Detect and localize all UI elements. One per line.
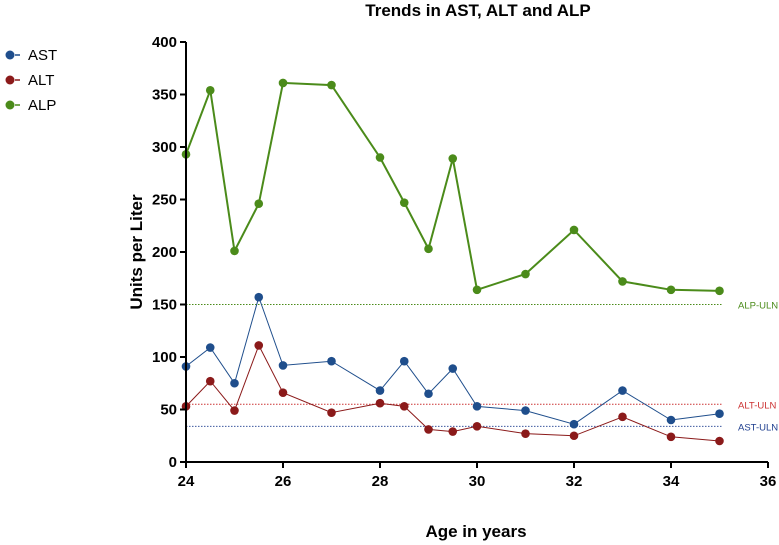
data-point-alt — [399, 402, 409, 411]
data-point-ast — [666, 415, 676, 425]
legend: AST ALT ALP — [5, 47, 57, 114]
data-point-alp — [424, 244, 433, 254]
y-axis-label: Units per Liter — [127, 194, 146, 310]
y-tick-label: 300 — [152, 139, 177, 156]
data-point-ast — [424, 389, 433, 399]
legend-label-ast: AST — [28, 47, 57, 64]
data-point-ast — [375, 386, 385, 395]
data-point-alp — [230, 246, 239, 256]
x-axis-label: Age in years — [425, 522, 526, 541]
data-point-alt — [618, 412, 627, 422]
y-tick-label: 0 — [169, 454, 177, 471]
data-point-ast — [472, 402, 482, 411]
reference-label-ast-uln: AST-ULN — [738, 422, 778, 433]
data-point-alt — [424, 425, 433, 434]
data-point-alp — [569, 225, 579, 235]
y-tick-label: 50 — [160, 402, 177, 419]
y-tick-label: 150 — [152, 297, 177, 314]
reference-label-alp-uln: ALP-ULN — [738, 301, 778, 312]
data-point-ast — [254, 292, 264, 302]
x-tick-label: 26 — [275, 473, 292, 490]
data-point-ast — [448, 364, 458, 373]
data-point-ast — [569, 419, 579, 429]
y-tick-label: 400 — [152, 34, 177, 51]
data-point-alp — [205, 86, 215, 95]
data-point-alt — [278, 388, 288, 398]
data-point-alp — [278, 78, 288, 88]
series-line-alp — [185, 81, 720, 292]
data-point-alp — [472, 285, 482, 295]
x-tick-label: 30 — [469, 473, 486, 490]
data-point-alt — [666, 432, 676, 442]
data-point-alp — [715, 286, 724, 296]
data-point-ast — [715, 409, 724, 419]
chart-title: Trends in AST, ALT and ALP — [365, 1, 590, 20]
data-point-ast — [521, 406, 530, 415]
legend-marker-ast — [5, 50, 15, 60]
data-point-alp — [327, 80, 336, 90]
data-point-ast — [399, 356, 409, 366]
data-point-alt — [205, 376, 215, 386]
data-point-alp — [254, 199, 264, 208]
legend-label-alt: ALT — [28, 72, 54, 89]
data-point-alt — [254, 341, 264, 350]
legend-marker-alp — [5, 100, 15, 110]
data-point-alt — [521, 429, 530, 438]
series-layer — [181, 78, 724, 446]
x-tick-label: 28 — [372, 473, 389, 490]
data-point-alt — [230, 406, 239, 415]
legend-marker-alt — [5, 75, 15, 85]
series-line-ast — [185, 295, 720, 425]
x-tick-label: 34 — [663, 473, 680, 490]
y-tick-label: 200 — [152, 244, 177, 261]
data-point-ast — [230, 378, 239, 388]
reference-lines: ALP-ULN ALT-ULN AST-ULN — [186, 301, 778, 433]
x-tick-label: 24 — [178, 473, 195, 490]
data-point-ast — [205, 343, 215, 352]
data-point-alt — [327, 408, 336, 417]
y-tick-label: 250 — [152, 192, 177, 209]
y-tick-label: 350 — [152, 87, 177, 104]
data-point-alp — [448, 154, 458, 163]
data-point-alp — [375, 153, 385, 162]
y-tick-label: 100 — [152, 349, 177, 366]
data-point-alt — [448, 427, 458, 436]
data-point-ast — [327, 356, 336, 366]
reference-label-alt-uln: ALT-ULN — [738, 400, 777, 411]
data-point-alt — [569, 431, 579, 441]
data-point-alp — [399, 198, 409, 207]
axes: 0 50 100 150 200 250 300 350 400 24 26 28 30 32 34 36 — [152, 34, 776, 490]
data-point-alt — [375, 398, 385, 408]
data-point-ast — [278, 361, 288, 370]
data-point-alp — [666, 285, 676, 295]
data-point-alp — [521, 269, 530, 279]
data-point-alp — [618, 277, 627, 286]
legend-label-alp: ALP — [28, 97, 56, 114]
x-tick-label: 36 — [760, 473, 777, 490]
data-point-alt — [715, 436, 724, 446]
data-point-ast — [618, 386, 627, 395]
x-tick-label: 32 — [566, 473, 583, 490]
series-line-alt — [185, 344, 720, 442]
data-point-alt — [472, 422, 482, 431]
